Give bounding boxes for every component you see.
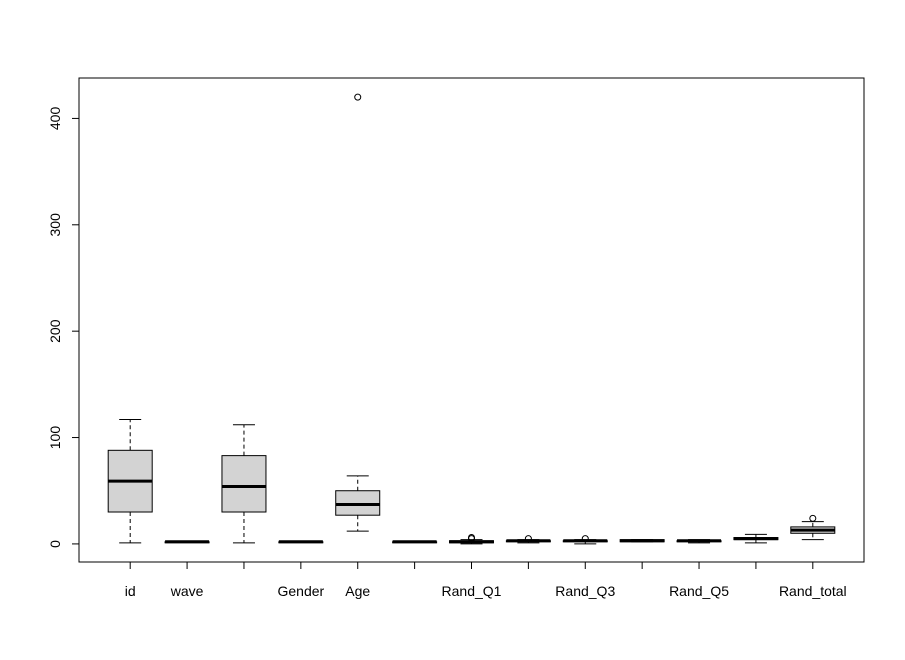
x-tick-label: Rand_total <box>779 583 847 599</box>
box-group <box>164 540 210 544</box>
y-axis: 0 100 200 300 400 <box>47 107 80 548</box>
x-tick-label: wave <box>170 583 204 599</box>
y-tick-label: 0 <box>47 540 63 548</box>
x-tick-label: Gender <box>277 583 324 599</box>
box-group <box>790 514 836 541</box>
box-group <box>733 533 779 544</box>
x-tick-label: Rand_Q1 <box>442 583 502 599</box>
box-group <box>278 540 324 544</box>
outlier-point <box>468 534 475 542</box>
y-tick-label: 300 <box>47 213 63 237</box>
box-group <box>676 539 722 544</box>
x-tick-label: Age <box>345 583 370 599</box>
box-group <box>562 535 608 545</box>
outlier-point <box>524 535 532 543</box>
x-tick-label: id <box>125 583 136 599</box>
box-group <box>505 535 551 544</box>
y-tick-label: 100 <box>47 426 63 450</box>
outlier-point <box>581 535 589 543</box>
box-iqr <box>221 455 267 513</box>
y-tick-label: 400 <box>47 107 63 131</box>
x-tick-label: Rand_Q5 <box>669 583 729 599</box>
box-group <box>335 93 381 532</box>
box-group <box>619 539 665 543</box>
boxes <box>107 93 836 545</box>
box-group <box>221 424 267 544</box>
outlier-point <box>354 93 362 101</box>
box-group <box>392 540 438 544</box>
x-tick-label: Rand_Q3 <box>555 583 615 599</box>
box-group <box>449 534 494 545</box>
plot-frame <box>78 77 865 563</box>
y-tick-label: 200 <box>47 319 63 343</box>
x-axis: id wave Gender Age Rand_Q1 Rand_Q3 Rand_Q5 Rand… <box>125 561 847 599</box>
outlier-point <box>809 514 817 522</box>
box-iqr <box>335 490 381 516</box>
box-group <box>107 418 153 544</box>
